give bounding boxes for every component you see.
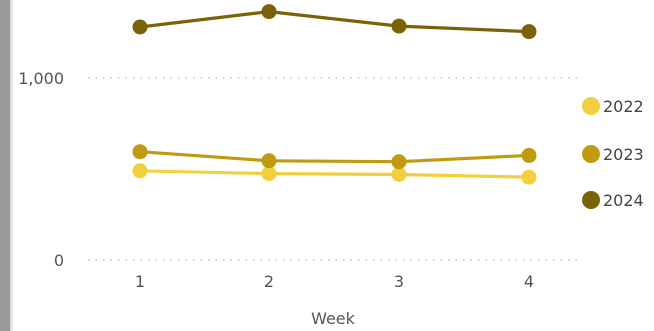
y-tick-label: 1,000 bbox=[18, 69, 64, 88]
data-point[interactable] bbox=[132, 19, 148, 35]
x-tick-label: 3 bbox=[394, 272, 404, 291]
legend-label: 2022 bbox=[603, 97, 644, 116]
series-line bbox=[139, 10, 530, 34]
data-point[interactable] bbox=[521, 24, 537, 40]
x-tick-label: 1 bbox=[135, 272, 145, 291]
legend-marker bbox=[582, 191, 600, 209]
legend-item-2022[interactable]: 2022 bbox=[582, 97, 644, 116]
data-point[interactable] bbox=[391, 167, 407, 182]
legend-label: 2024 bbox=[603, 191, 644, 210]
series-2024 bbox=[132, 4, 537, 40]
data-point[interactable] bbox=[132, 163, 148, 179]
series-lines bbox=[132, 4, 537, 185]
data-point[interactable] bbox=[132, 144, 148, 160]
x-axis-ticks: 1 2 3 4 bbox=[135, 272, 534, 291]
data-point[interactable] bbox=[261, 153, 277, 169]
x-tick-label: 4 bbox=[524, 272, 534, 291]
gridlines bbox=[88, 77, 580, 261]
data-point[interactable] bbox=[391, 18, 407, 34]
series-2023 bbox=[132, 144, 537, 170]
legend-marker bbox=[582, 145, 600, 163]
y-axis-ticks: 0 1,000 bbox=[18, 69, 64, 270]
legend[interactable]: 2022 2023 2024 bbox=[582, 97, 644, 210]
series-line bbox=[139, 150, 530, 164]
data-point[interactable] bbox=[391, 154, 407, 170]
data-point[interactable] bbox=[261, 166, 277, 182]
data-point[interactable] bbox=[521, 169, 537, 185]
y-tick-label: 0 bbox=[54, 251, 64, 270]
legend-item-2024[interactable]: 2024 bbox=[582, 191, 644, 210]
legend-marker bbox=[582, 97, 600, 115]
series-line bbox=[139, 169, 530, 179]
legend-label: 2023 bbox=[603, 145, 644, 164]
x-axis-title: Week bbox=[311, 309, 356, 328]
legend-item-2023[interactable]: 2023 bbox=[582, 145, 644, 164]
data-point[interactable] bbox=[521, 147, 537, 163]
series-2022 bbox=[132, 163, 537, 185]
panel-edge bbox=[0, 0, 14, 331]
x-tick-label: 2 bbox=[264, 272, 274, 291]
data-point[interactable] bbox=[261, 4, 277, 20]
